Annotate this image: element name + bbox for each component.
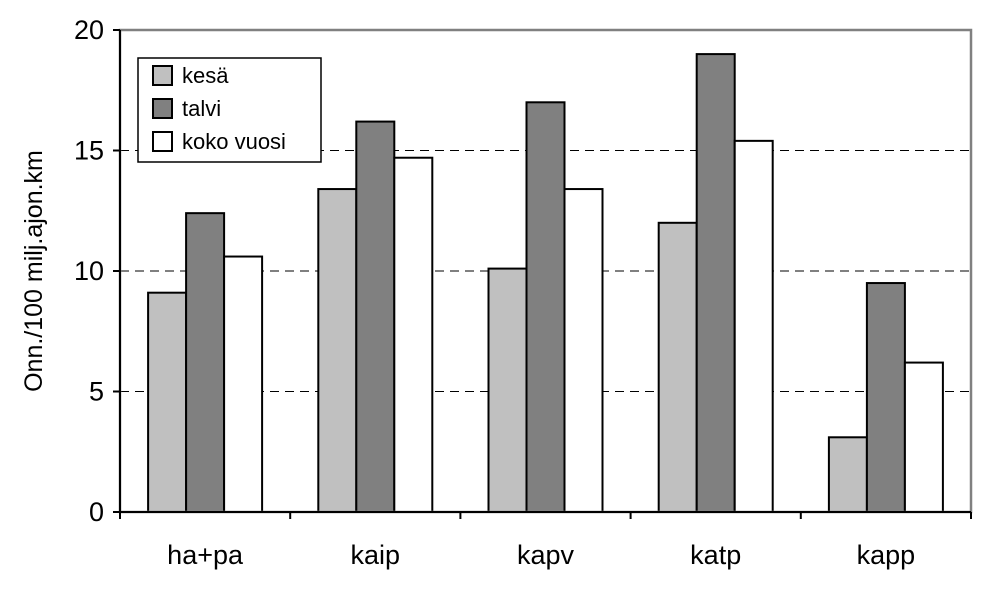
bar-2 xyxy=(903,361,944,513)
bar-1 xyxy=(525,101,566,514)
bars xyxy=(147,53,944,514)
bar-1 xyxy=(185,212,226,513)
bar-2 xyxy=(393,156,434,513)
legend: kesä talvi koko vuosi xyxy=(137,57,322,163)
bar-2 xyxy=(733,139,774,514)
y-axis-title: Onn./100 milj.ajon.km xyxy=(20,150,48,392)
bar-1 xyxy=(865,282,906,513)
bar-0 xyxy=(657,221,698,514)
bar-1 xyxy=(355,120,396,514)
legend-label: talvi xyxy=(182,96,221,121)
bar-2 xyxy=(223,255,264,514)
axis-ticks xyxy=(113,29,972,519)
legend-swatch xyxy=(152,131,173,152)
bar-0 xyxy=(827,436,868,514)
bar-0 xyxy=(317,188,358,513)
bar-1 xyxy=(695,53,736,513)
y-tick-label: 0 xyxy=(89,497,104,527)
y-tick-label: 20 xyxy=(74,15,104,45)
bar-0 xyxy=(487,267,528,513)
axis-labels: 0 5 10 15 20 ha+pa kaip kapv katp kapp xyxy=(74,15,915,570)
legend-swatch xyxy=(152,98,173,119)
bar-2 xyxy=(563,188,604,513)
legend-swatch xyxy=(152,65,173,86)
y-tick-label: 10 xyxy=(74,256,104,286)
x-tick-label: katp xyxy=(690,540,741,570)
legend-label: kesä xyxy=(182,63,229,88)
bar-0 xyxy=(147,291,188,513)
y-tick-label: 5 xyxy=(89,377,104,407)
x-tick-label: kapv xyxy=(517,540,575,570)
x-tick-label: kaip xyxy=(351,540,401,570)
legend-label: koko vuosi xyxy=(182,129,286,154)
x-tick-label: ha+pa xyxy=(167,540,244,570)
x-tick-label: kapp xyxy=(857,540,916,570)
y-tick-label: 15 xyxy=(74,136,104,166)
